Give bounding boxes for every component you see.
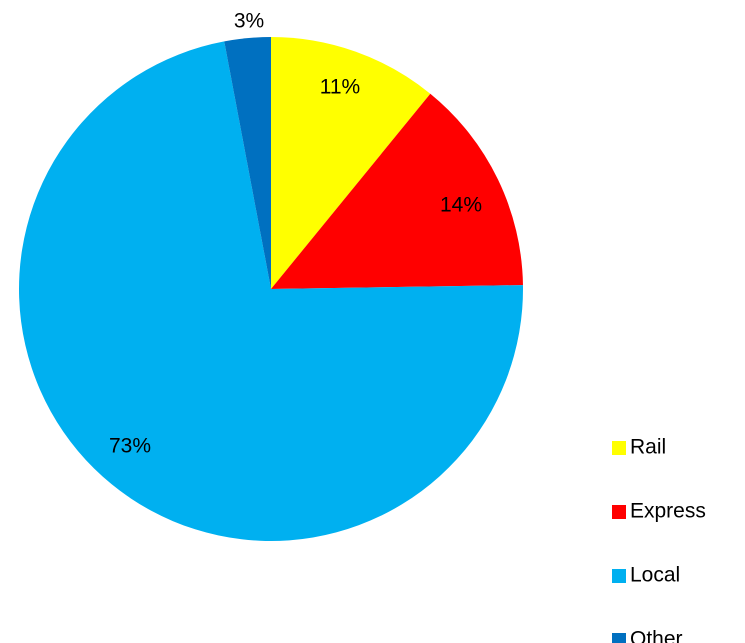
legend-item-local: Local (612, 564, 680, 587)
legend-label-rail: Rail (630, 436, 666, 459)
pie-slices (19, 37, 524, 542)
slice-label-other: 3% (234, 10, 264, 33)
slice-label-local: 73% (109, 435, 151, 458)
legend-label-other: Other (630, 628, 683, 643)
slice-label-express: 14% (440, 194, 482, 217)
legend-label-express: Express (630, 500, 706, 523)
pie-slice-express (271, 93, 523, 290)
pie-slice-other (224, 37, 271, 289)
legend-item-other: Other (612, 628, 683, 643)
pie-slice-rail (271, 37, 431, 289)
legend-swatch-express (612, 505, 626, 519)
legend-swatch-local (612, 569, 626, 583)
legend-label-local: Local (630, 564, 680, 587)
pie-slice-local (19, 41, 524, 542)
legend-item-rail: Rail (612, 436, 666, 459)
legend-swatch-other (612, 633, 626, 643)
slice-label-rail: 11% (320, 76, 360, 99)
legend-item-express: Express (612, 500, 706, 523)
legend: Rail Express Local Other (612, 436, 706, 643)
legend-swatch-rail (612, 441, 626, 455)
slice-labels: 11% 14% 73% 3% (109, 10, 482, 458)
